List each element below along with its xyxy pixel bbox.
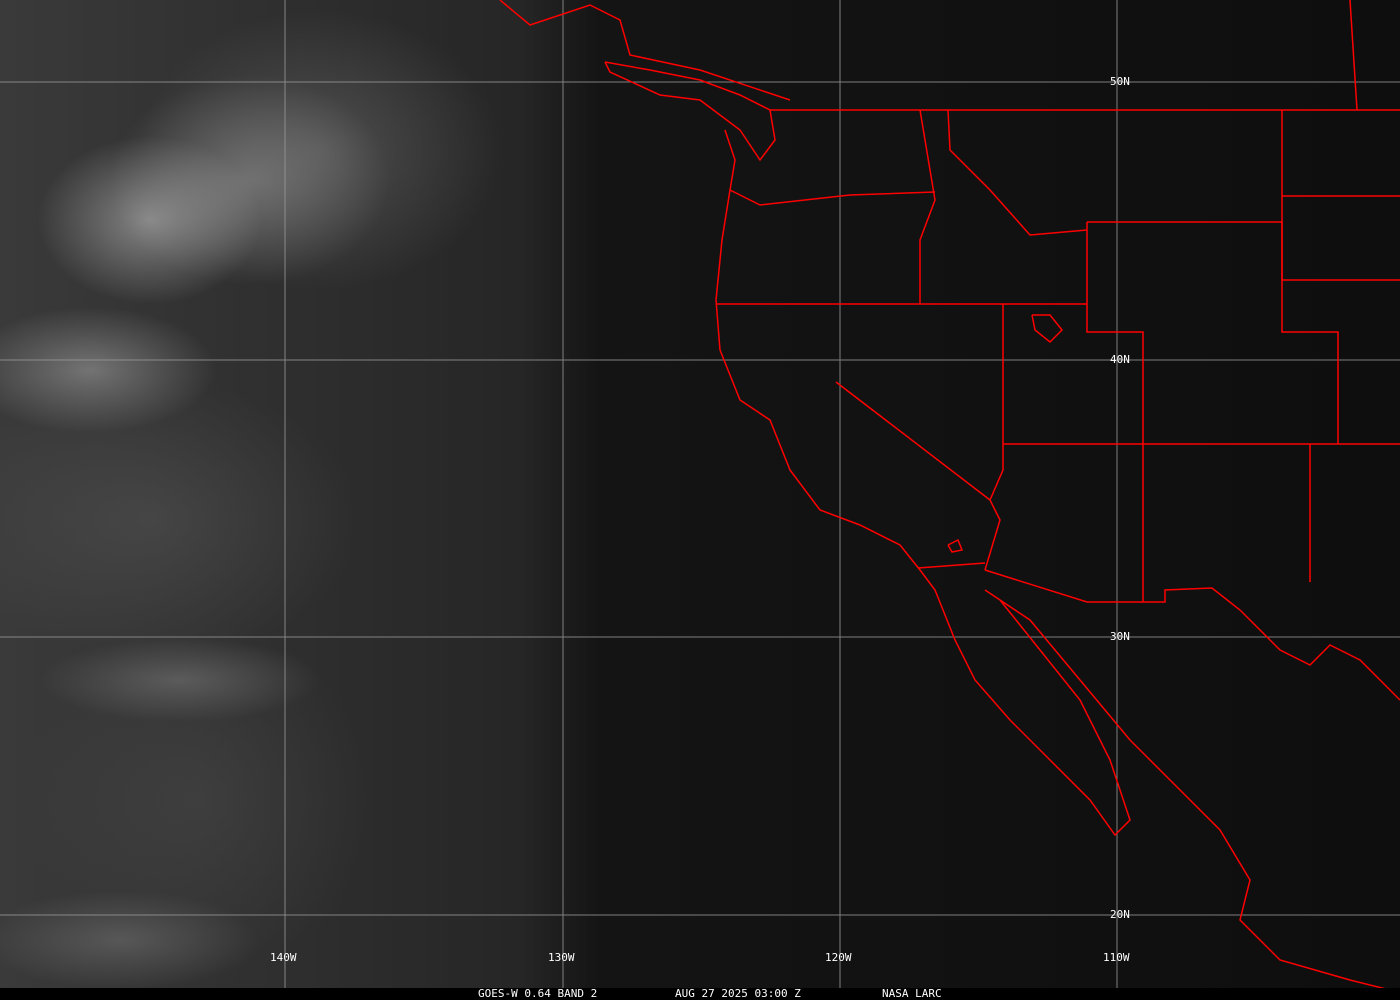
canada-border-east xyxy=(1349,0,1358,111)
bc-coast xyxy=(499,0,791,101)
great-salt-lake xyxy=(1031,314,1064,344)
source-label: NASA LARC xyxy=(882,987,942,1000)
lon-label-120w: 120W xyxy=(825,951,852,964)
wyoming-borders xyxy=(1087,221,1339,444)
lon-label-140w: 140W xyxy=(270,951,297,964)
wa-or-border xyxy=(729,189,936,206)
image-caption-bar: GOES-W 0.64 BAND 2 AUG 27 2025 03:00 Z N… xyxy=(0,988,1400,1000)
lat-label-50n: 50N xyxy=(1110,75,1130,88)
datetime-label: AUG 27 2025 03:00 Z xyxy=(675,987,801,1000)
lat-label-40n: 40N xyxy=(1110,353,1130,366)
az-nm-mexico-border xyxy=(984,569,1400,701)
montana-east xyxy=(1281,110,1400,281)
montana-idaho-border xyxy=(947,109,1088,236)
ca-nv-border xyxy=(835,381,1001,571)
ca-mexico-border xyxy=(917,562,986,569)
idaho-west-border xyxy=(919,109,936,304)
utah-borders xyxy=(1086,222,1144,444)
lon-label-110w: 110W xyxy=(1103,951,1130,964)
salton-sea xyxy=(947,538,964,553)
coastlines-and-borders xyxy=(499,0,1400,988)
lat-label-20n: 20N xyxy=(1110,908,1130,921)
graticule-labels: 140W 130W 120W 110W 50N 40N 30N 20N xyxy=(270,75,1130,964)
lon-label-130w: 130W xyxy=(548,951,575,964)
vancouver-island xyxy=(604,61,776,162)
pacific-coastline xyxy=(715,129,1386,988)
product-label: GOES-W 0.64 BAND 2 xyxy=(478,987,598,1000)
nevada-east-border xyxy=(989,304,1004,501)
lat-label-30n: 30N xyxy=(1110,630,1130,643)
